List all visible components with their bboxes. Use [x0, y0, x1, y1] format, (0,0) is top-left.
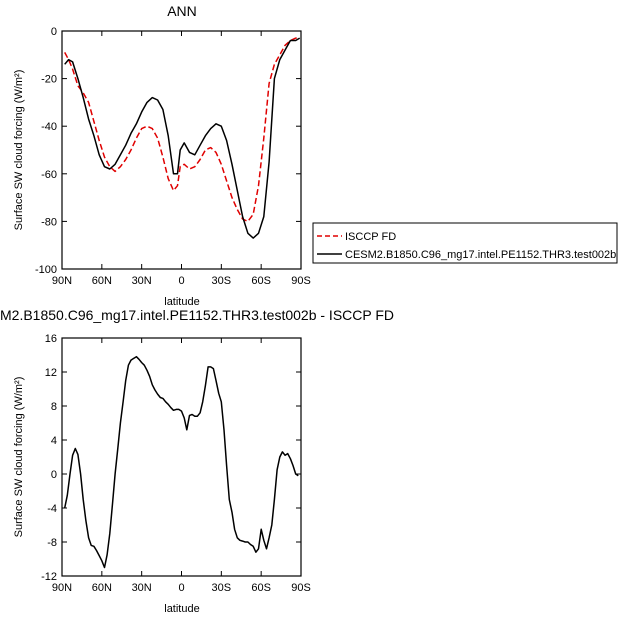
legend-box [312, 222, 618, 264]
top-y-tick-label: -100 [35, 264, 57, 276]
top-series-line-isccp [64, 37, 300, 223]
top-chart: ANN 90N 60N 30N 0 30S 60S 90S 0 -20 -40 -60 -80 -100… [13, 3, 311, 308]
top-y-tick-label: -80 [41, 216, 57, 228]
bottom-x-tick-label: 30N [132, 582, 152, 594]
top-x-tick-label: 30N [132, 275, 152, 287]
top-ticks: 90N 60N 30N 0 30S 60S 90S 0 -20 -40 -60 -80 -100 [35, 26, 311, 287]
legend-label-isccp: ISCCP FD [345, 231, 396, 243]
bottom-chart: M2.B1850.C96_mg17.intel.PE1152.THR3.test… [0, 307, 394, 615]
bottom-series-group [63, 355, 299, 569]
top-series-line-cesm [64, 37, 301, 239]
bottom-chart-title: M2.B1850.C96_mg17.intel.PE1152.THR3.test… [0, 307, 394, 323]
bottom-y-tick-label: 0 [51, 469, 57, 481]
top-y-tick-label: -20 [41, 74, 57, 86]
bottom-y-tick-label: 12 [45, 367, 57, 379]
top-x-axis-title: latitude [164, 296, 199, 308]
legend: ISCCP FD CESM2.B1850.C96_mg17.intel.PE11… [312, 222, 618, 264]
top-y-tick-label: 0 [51, 26, 57, 38]
bottom-x-tick-label: 60S [251, 582, 271, 594]
bottom-x-tick-label: 30S [212, 582, 232, 594]
top-series-group [64, 37, 301, 239]
bottom-x-tick-label: 90N [52, 582, 72, 594]
top-x-tick-label: 30S [212, 275, 232, 287]
bottom-y-tick-label: -4 [47, 503, 57, 515]
bottom-y-axis-title: Surface SW cloud forcing (W/m²) [13, 377, 25, 538]
bottom-x-axis-title: latitude [164, 603, 199, 615]
top-x-tick-label: 0 [178, 275, 184, 287]
top-y-axis-title: Surface SW cloud forcing (W/m²) [13, 70, 25, 231]
top-x-tick-label: 60N [92, 275, 112, 287]
top-chart-title: ANN [167, 3, 197, 19]
bottom-y-tick-label: -12 [41, 571, 57, 583]
bottom-y-tick-label: 16 [45, 333, 57, 345]
top-y-tick-label: -60 [41, 169, 57, 181]
top-x-tick-label: 60S [251, 275, 271, 287]
bottom-x-tick-label: 0 [178, 582, 184, 594]
bottom-y-tick-label: -8 [47, 537, 57, 549]
bottom-x-tick-label: 90S [291, 582, 311, 594]
bottom-y-tick-label: 4 [51, 435, 57, 447]
legend-label-cesm: CESM2.B1850.C96_mg17.intel.PE1152.THR3.t… [345, 249, 616, 261]
bottom-series-line-difference [63, 355, 299, 569]
top-x-tick-label: 90S [291, 275, 311, 287]
bottom-plot-frame [61, 337, 302, 577]
bottom-x-tick-label: 60N [92, 582, 112, 594]
top-x-tick-label: 90N [52, 275, 72, 287]
top-y-tick-label: -40 [41, 121, 57, 133]
bottom-y-tick-label: 8 [51, 401, 57, 413]
bottom-ticks: 90N 60N 30N 0 30S 60S 90S 16 12 8 4 0 -4 -8 -12 [41, 333, 311, 594]
